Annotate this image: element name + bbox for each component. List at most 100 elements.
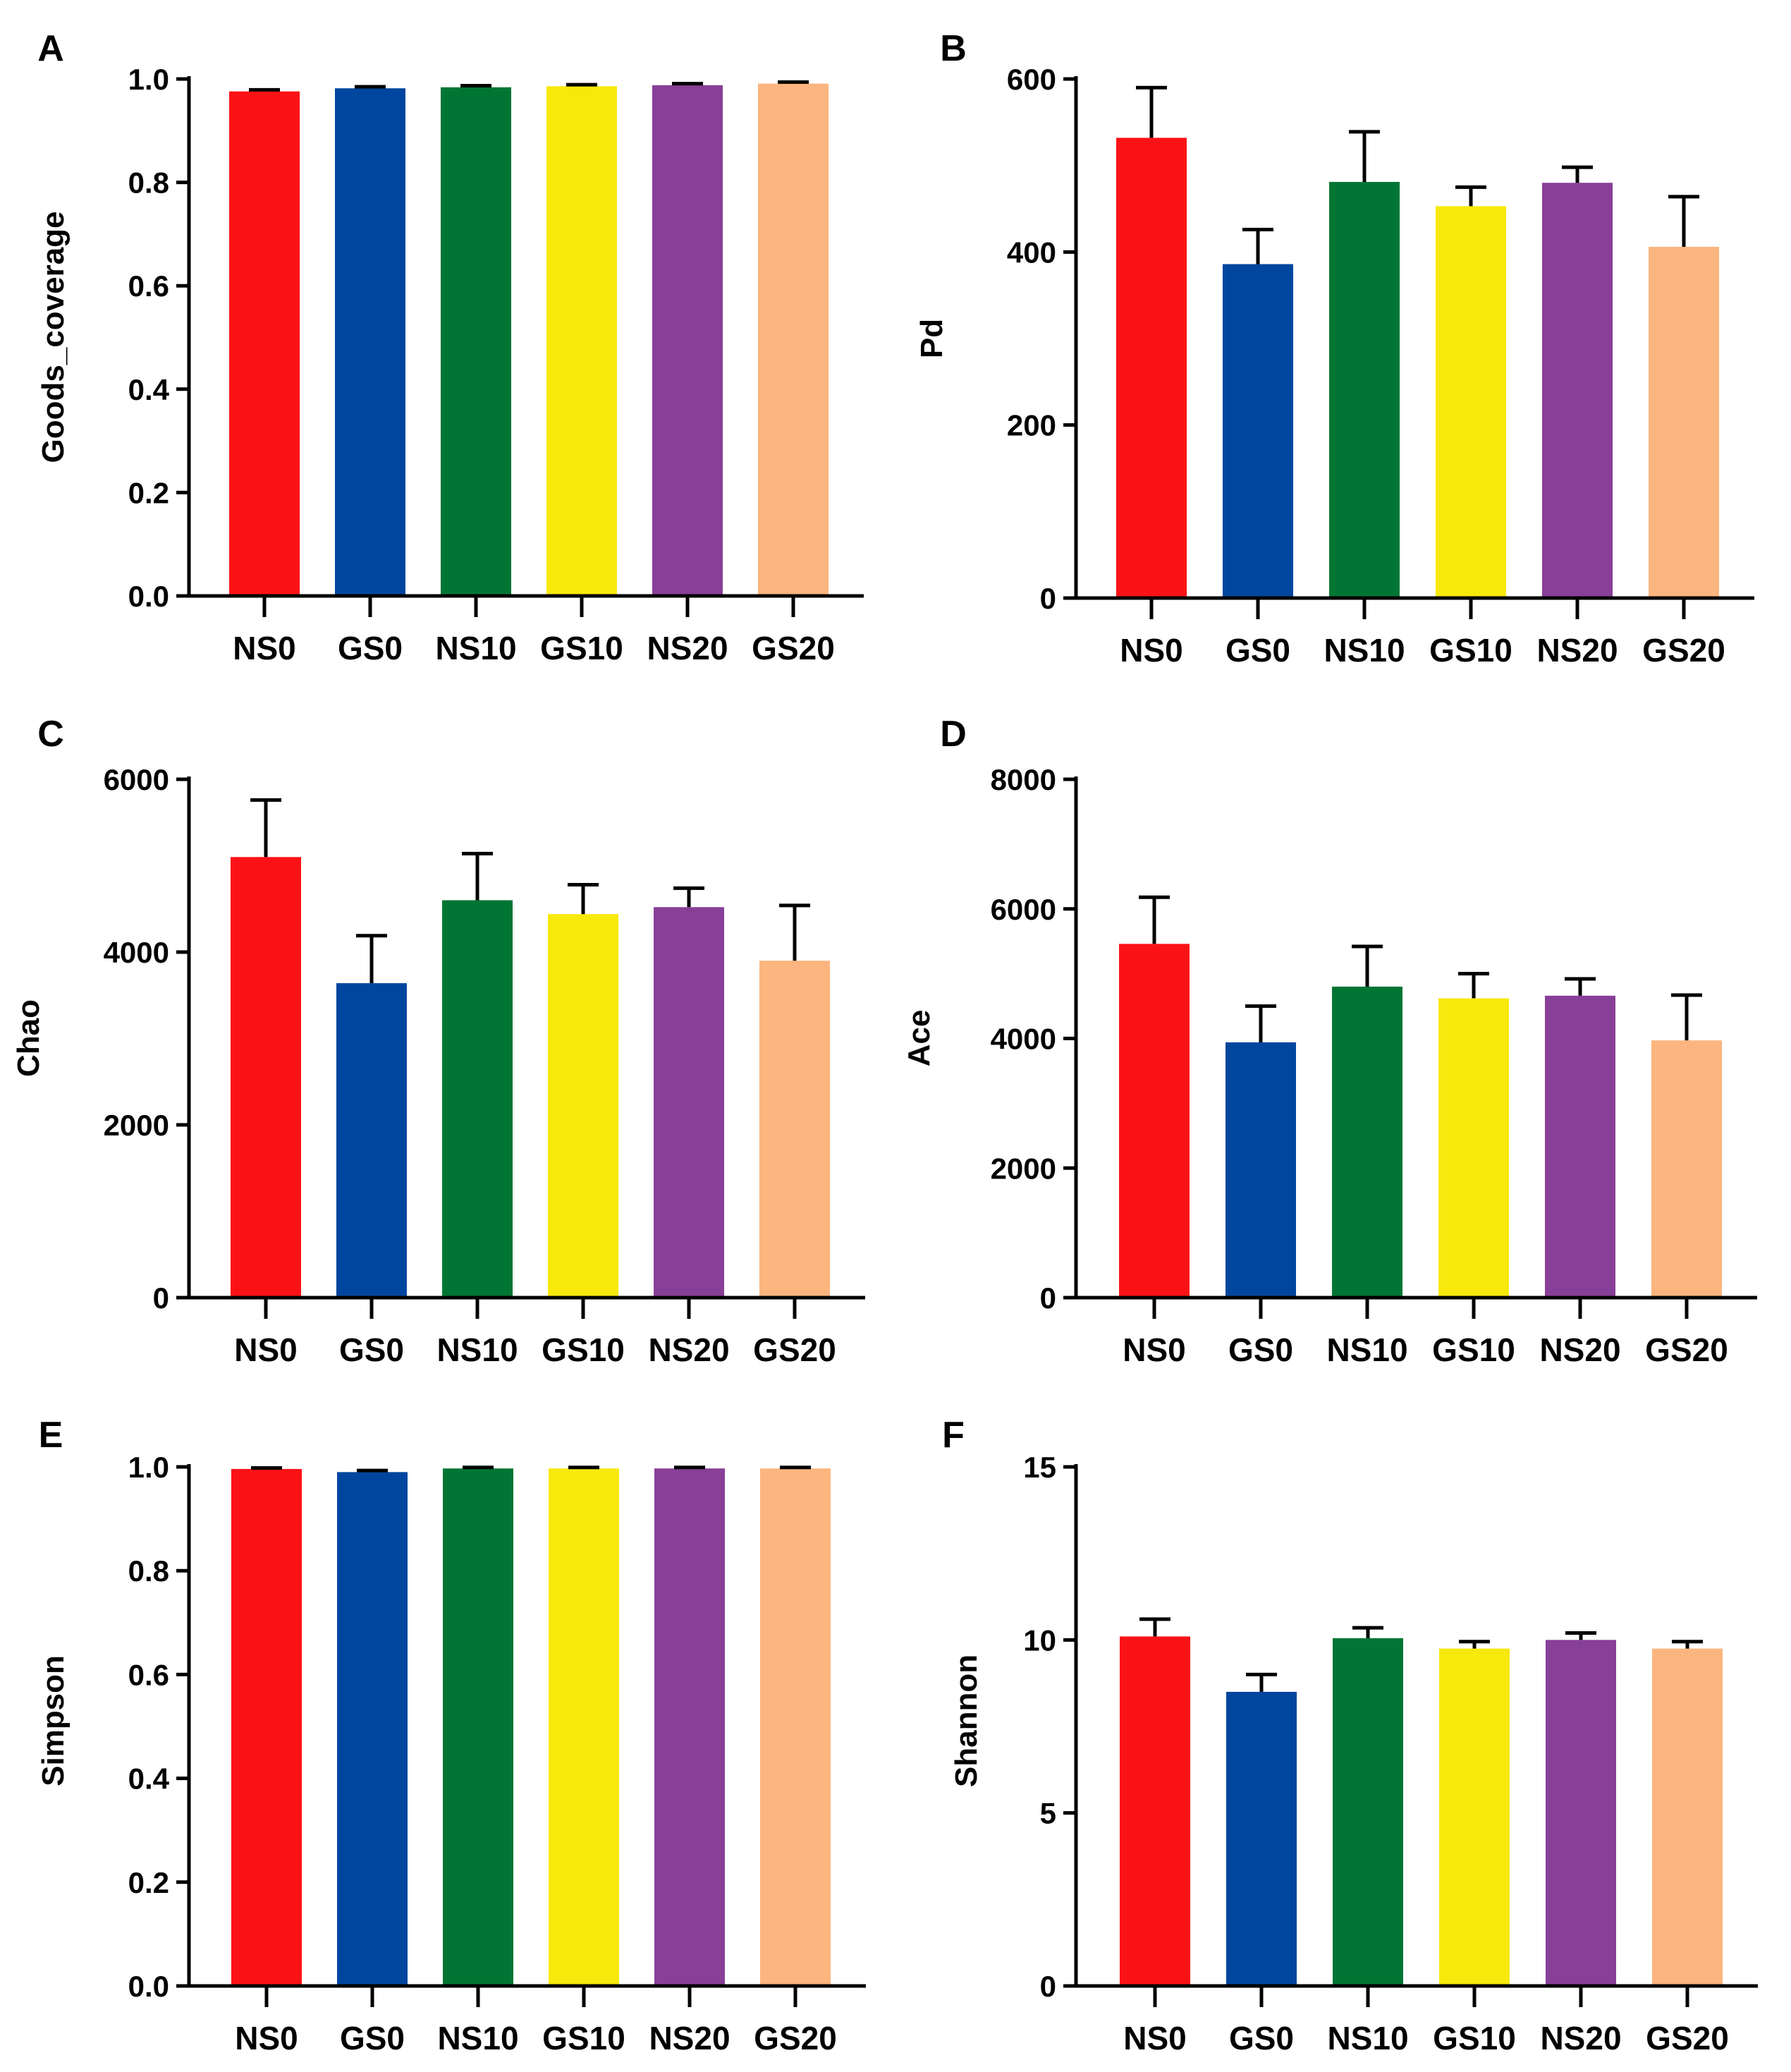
y-axis-title: Chao [11, 999, 46, 1077]
x-tick-label: NS10 [436, 1331, 518, 1368]
bar-ns0 [229, 91, 300, 597]
y-tick-label: 0 [1040, 1970, 1056, 2003]
x-tick-label: NS20 [647, 630, 728, 666]
error-bar [779, 903, 810, 961]
bar-ns10 [1333, 1638, 1403, 1986]
bar-ns0 [231, 857, 301, 1298]
x-tick-label: NS20 [648, 1331, 729, 1368]
bar-gs10 [1439, 1648, 1510, 1986]
y-tick-label: 0.4 [128, 373, 170, 406]
bar-gs0 [1223, 264, 1293, 598]
y-tick-label: 0.4 [128, 1762, 170, 1796]
x-tick-label: GS10 [1433, 2020, 1516, 2056]
x-tick-label: NS10 [435, 630, 516, 666]
error-bar [356, 934, 387, 984]
x-tick-label: NS20 [1539, 1331, 1620, 1368]
error-bar [568, 882, 599, 915]
y-tick-label: 0.6 [128, 1658, 169, 1691]
x-tick-label: NS0 [235, 2020, 298, 2056]
x-tick-label: GS0 [1225, 632, 1290, 669]
y-tick-label: 6000 [104, 763, 169, 796]
error-bar [355, 85, 386, 89]
panel-c: C 0 2000 4000 6000 NS0 GS0 NS10 GS10 NS20 GS20 Chao [11, 714, 865, 1368]
error-bar [1352, 944, 1383, 987]
error-bar [1136, 85, 1167, 138]
x-tick-label: GS0 [338, 630, 403, 666]
y-tick-label: 0.8 [128, 1554, 169, 1587]
x-tick-label: GS10 [1432, 1331, 1515, 1368]
y-axis-title: Shannon [949, 1654, 984, 1787]
error-bar [1671, 993, 1702, 1041]
x-tick-label: GS0 [340, 2020, 405, 2056]
bar-ns20 [1545, 995, 1615, 1298]
y-tick-label: 0.2 [128, 1866, 169, 1899]
x-tick-label: GS20 [754, 2020, 837, 2056]
bar-gs20 [758, 83, 829, 597]
panel-label: C [37, 714, 64, 755]
bar-ns0 [1120, 1636, 1190, 1986]
x-tick-label: NS20 [649, 2020, 730, 2056]
y-tick-label: 2000 [104, 1109, 169, 1142]
y-tick-label: 1.0 [128, 63, 169, 96]
x-tick-label: GS10 [542, 2020, 625, 2056]
bar-ns10 [443, 1468, 513, 1986]
error-bar [1242, 227, 1273, 264]
x-tick-label: NS10 [1324, 632, 1405, 669]
panel-b: B 0 200 400 600 NS0 GS0 NS10 GS10 NS20 GS20 Pd [915, 28, 1754, 669]
error-bar [1455, 185, 1486, 207]
error-bar [1672, 1640, 1703, 1649]
bar-ns10 [1329, 181, 1400, 598]
bar-ns20 [654, 1468, 725, 1986]
bar-gs0 [336, 983, 407, 1298]
bar-gs10 [1438, 998, 1509, 1298]
y-tick-label: 4000 [991, 1023, 1056, 1056]
y-tick-label: 10 [1023, 1623, 1056, 1657]
y-tick-label: 15 [1023, 1451, 1056, 1484]
bar-ns0 [1116, 138, 1187, 598]
x-tick-label: GS0 [1229, 2020, 1294, 2056]
x-tick-label: GS20 [1645, 1331, 1728, 1368]
y-tick-label: 400 [1007, 236, 1056, 269]
bar-ns0 [1119, 944, 1190, 1298]
y-tick-label: 0 [153, 1281, 169, 1315]
x-tick-label: GS10 [540, 630, 623, 666]
error-bar [1562, 165, 1593, 183]
bar-gs20 [1652, 1648, 1723, 1986]
error-bar [1139, 895, 1170, 944]
x-tick-label: GS20 [752, 630, 835, 666]
error-bar [357, 1468, 388, 1473]
y-tick-label: 2000 [991, 1152, 1056, 1185]
bar-ns20 [1542, 183, 1613, 598]
y-tick-label: 0.0 [128, 580, 169, 613]
bar-gs20 [1649, 246, 1719, 598]
y-tick-label: 6000 [991, 893, 1056, 926]
y-axis-title: Simpson [36, 1655, 71, 1786]
error-bar [249, 87, 280, 92]
y-tick-label: 8000 [991, 763, 1056, 796]
panel-label: A [37, 28, 64, 69]
error-bar [1245, 1004, 1276, 1043]
x-tick-label: GS0 [339, 1331, 404, 1368]
y-tick-label: 0 [1040, 1281, 1056, 1315]
bar-gs20 [760, 1468, 831, 1986]
y-axis-title: Ace [902, 1010, 936, 1067]
x-tick-label: NS0 [234, 1331, 297, 1368]
x-tick-label: NS0 [1123, 1331, 1185, 1368]
x-tick-label: NS0 [233, 630, 295, 666]
error-bar [672, 82, 703, 86]
panel-e: E 0.0 0.2 0.4 0.6 0.8 1.0 NS0 GS0 NS10 GS10 NS20 GS2… [36, 1415, 866, 2056]
y-tick-label: 0.2 [128, 476, 169, 509]
error-bar [1565, 1631, 1596, 1640]
error-bar [778, 80, 809, 84]
bar-gs10 [549, 1468, 619, 1986]
panel-f: F 0 5 10 15 NS0 GS0 NS10 GS10 NS20 GS20 Shannon [942, 1415, 1758, 2056]
bar-gs0 [1226, 1691, 1297, 1986]
error-bar [1246, 1672, 1277, 1692]
y-tick-label: 5 [1040, 1797, 1056, 1830]
y-tick-label: 1.0 [128, 1451, 169, 1484]
y-axis-title: Pd [915, 319, 949, 358]
bar-ns0 [231, 1468, 302, 1986]
bar-ns10 [1332, 987, 1402, 1298]
x-tick-label: GS20 [1642, 632, 1725, 669]
